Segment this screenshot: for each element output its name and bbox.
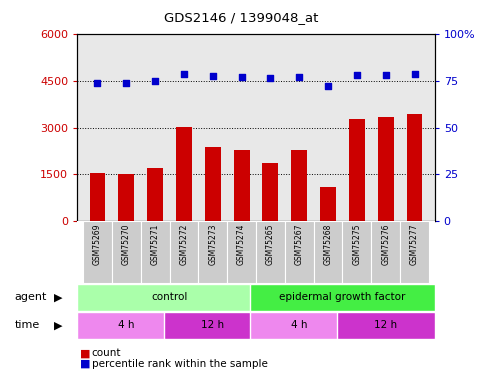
Text: 4 h: 4 h (291, 320, 308, 330)
Bar (250, 312, 348, 339)
Bar (291, 150, 307, 221)
Text: GSM75268: GSM75268 (324, 224, 333, 265)
Text: ■: ■ (80, 359, 90, 369)
Point (180, 71, 188, 77)
Bar (118, 174, 134, 221)
Bar (342, 221, 371, 283)
Bar (349, 119, 365, 221)
Point (324, 83, 332, 89)
Point (267, 75, 274, 81)
Text: GSM75272: GSM75272 (179, 224, 188, 265)
Bar (285, 221, 313, 283)
Bar (176, 127, 192, 221)
Point (296, 74, 303, 80)
Bar (407, 114, 423, 221)
Point (353, 72, 361, 78)
Bar (400, 221, 429, 283)
Bar (112, 221, 141, 283)
Point (238, 74, 245, 80)
Text: count: count (92, 348, 121, 358)
Bar (262, 164, 278, 221)
Bar (205, 147, 221, 221)
Text: ▶: ▶ (54, 320, 62, 330)
Point (122, 81, 130, 87)
Text: time: time (14, 320, 40, 330)
Text: GSM75277: GSM75277 (410, 224, 419, 265)
Bar (256, 221, 285, 283)
Text: control: control (151, 292, 188, 302)
Text: GSM75276: GSM75276 (381, 224, 390, 265)
Text: agent: agent (14, 292, 47, 302)
Text: 12 h: 12 h (201, 320, 224, 330)
Point (382, 72, 390, 78)
Point (94, 80, 101, 86)
Bar (234, 150, 250, 221)
Bar (378, 117, 394, 221)
Bar (199, 221, 227, 283)
Bar (77, 312, 175, 339)
Bar (141, 221, 170, 283)
Bar (147, 168, 163, 221)
Text: 12 h: 12 h (374, 320, 397, 330)
Text: GSM75271: GSM75271 (151, 224, 159, 265)
Text: GSM75267: GSM75267 (295, 224, 304, 265)
Text: ▶: ▶ (54, 292, 62, 302)
Bar (250, 284, 435, 310)
Bar (83, 221, 112, 283)
Bar (371, 221, 400, 283)
Bar (170, 221, 199, 283)
Point (411, 71, 418, 77)
Bar (320, 187, 336, 221)
Point (209, 73, 216, 79)
Bar (89, 173, 105, 221)
Text: GDS2146 / 1399048_at: GDS2146 / 1399048_at (164, 11, 319, 24)
Bar (164, 312, 262, 339)
Text: GSM75275: GSM75275 (353, 224, 361, 265)
Text: GSM75265: GSM75265 (266, 224, 275, 265)
Bar (227, 221, 256, 283)
Bar (313, 221, 342, 283)
Text: GSM75269: GSM75269 (93, 224, 102, 265)
Text: epidermal growth factor: epidermal growth factor (279, 292, 406, 302)
Text: GSM75273: GSM75273 (208, 224, 217, 265)
Text: 4 h: 4 h (118, 320, 135, 330)
Bar (337, 312, 435, 339)
Text: ■: ■ (80, 348, 90, 358)
Text: percentile rank within the sample: percentile rank within the sample (92, 359, 268, 369)
Point (151, 78, 159, 84)
Text: GSM75274: GSM75274 (237, 224, 246, 265)
Bar (77, 284, 262, 310)
Text: GSM75270: GSM75270 (122, 224, 131, 265)
